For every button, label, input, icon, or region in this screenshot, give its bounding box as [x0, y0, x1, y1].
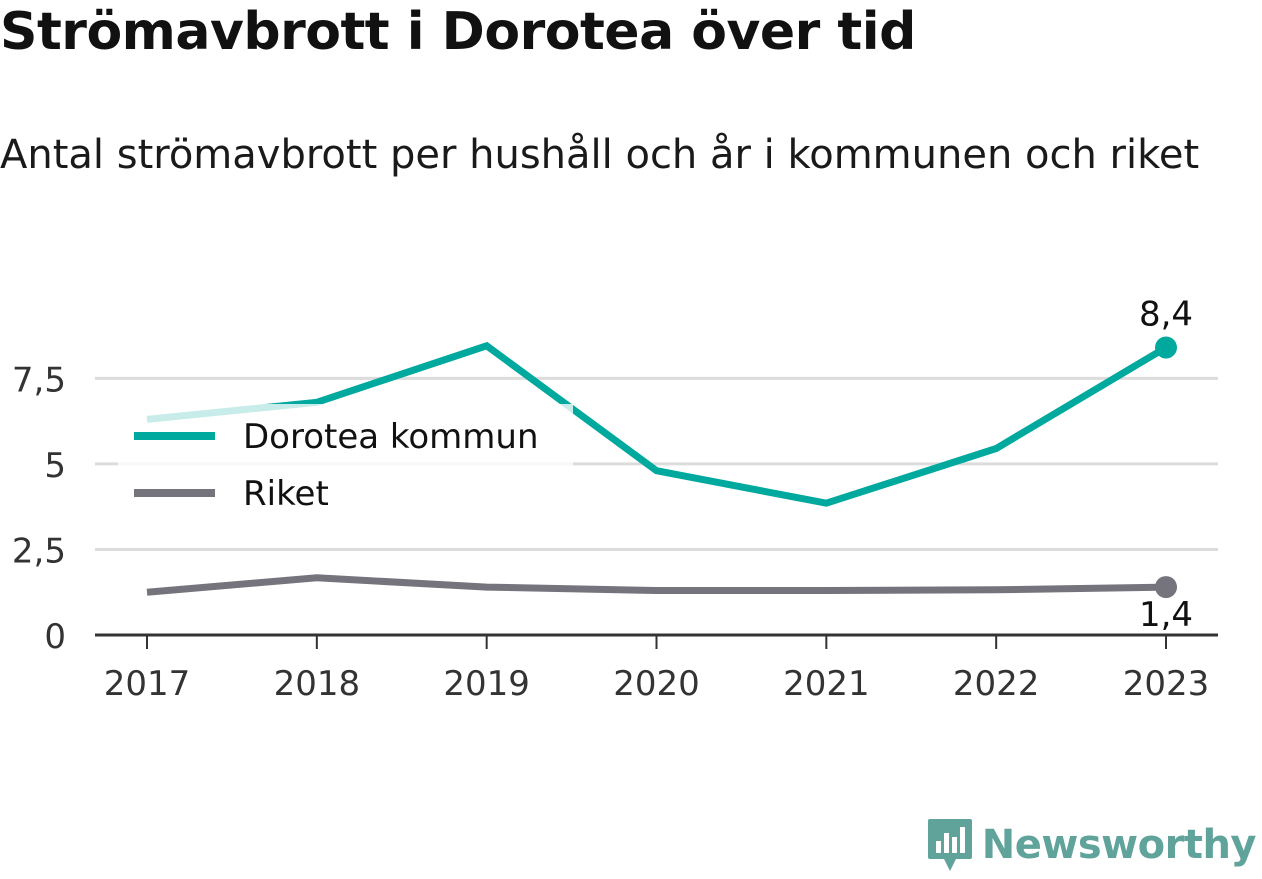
- dorotea-line: [146, 341, 1168, 507]
- y-axis-ticks: 0 2,5 5 7,5: [12, 360, 66, 657]
- chart-title: Strömavbrott i Dorotea över tid: [0, 2, 916, 62]
- x-tick-label: 2020: [613, 664, 700, 704]
- data-label-dorotea: 8,4: [1139, 295, 1193, 335]
- newsworthy-icon: [927, 819, 972, 871]
- y-tick-label: 7,5: [12, 360, 66, 400]
- riket-line: [146, 574, 1167, 596]
- dorotea-end-point: [1155, 336, 1177, 359]
- y-tick-label: 2,5: [12, 531, 66, 571]
- x-tick-label: 2021: [783, 664, 870, 704]
- riket-end-point: [1155, 576, 1177, 599]
- x-tick-label: 2019: [443, 664, 530, 704]
- data-labels: 8,4 1,4: [1136, 295, 1196, 639]
- legend-label: Riket: [243, 474, 329, 514]
- series-lines: [146, 336, 1177, 599]
- y-tick-label: 5: [44, 446, 66, 486]
- x-tick-label: 2023: [1123, 664, 1210, 704]
- y-tick-label: 0: [44, 617, 66, 657]
- data-label-riket: 1,4: [1139, 595, 1193, 635]
- chart-subtitle: Antal strömavbrott per hushåll och år i …: [0, 132, 1200, 178]
- x-tick-label: 2022: [953, 664, 1040, 704]
- legend-label: Dorotea kommun: [243, 417, 539, 457]
- brand-name: Newsworthy: [981, 822, 1257, 868]
- x-tick-label: 2017: [104, 664, 191, 704]
- legend-background: [118, 404, 573, 524]
- x-tick-label: 2018: [274, 664, 361, 704]
- newsworthy-logo: Newsworthy: [926, 815, 1257, 875]
- x-axis-ticks: 2017 2018 2019 2020 2021 2022 2023: [104, 635, 1210, 704]
- legend: Dorotea kommun Riket: [118, 404, 573, 524]
